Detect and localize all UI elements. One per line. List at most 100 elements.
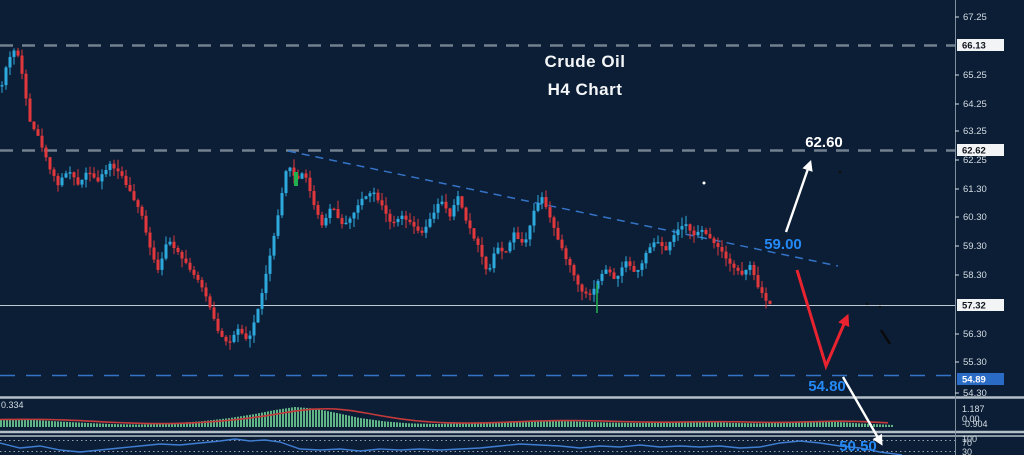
candle-body <box>280 193 284 216</box>
axis-tick-label[interactable]: 59.30 <box>963 241 987 252</box>
candle-body <box>516 232 520 239</box>
red-projection-arrow[interactable] <box>795 269 850 371</box>
macd-histogram-bar <box>561 421 563 427</box>
oscillator-line <box>0 438 903 455</box>
macd-histogram-bar <box>513 421 515 427</box>
candle-body <box>108 163 112 171</box>
candle-body <box>448 208 452 217</box>
axis-tick-label[interactable]: 55.30 <box>963 357 987 368</box>
macd-histogram-bar <box>567 421 569 427</box>
macd-histogram-bar <box>306 407 308 427</box>
macd-histogram-bar <box>603 422 605 427</box>
price-annotation-label[interactable]: 62.60 <box>805 134 843 151</box>
macd-histogram-bar <box>249 414 251 427</box>
macd-histogram-bar <box>39 420 41 427</box>
macd-histogram-bar <box>126 424 128 427</box>
candle-body <box>676 229 680 236</box>
price-annotation-label[interactable]: 50.50 <box>839 438 877 455</box>
macd-histogram-bar <box>279 409 281 427</box>
candle-body <box>272 235 276 256</box>
candle-body <box>764 293 768 301</box>
macd-histogram-bar <box>432 423 434 427</box>
macd-histogram-bar <box>672 422 674 427</box>
candle-body <box>624 261 628 268</box>
macd-histogram-bar <box>663 422 665 427</box>
macd-histogram-bar <box>210 420 212 427</box>
axis-tick-label[interactable]: 64.25 <box>963 99 987 110</box>
macd-histogram-bar <box>372 419 374 427</box>
candle-body <box>180 251 184 259</box>
candle-body <box>100 174 104 182</box>
axis-tick-label[interactable]: 67.25 <box>963 12 987 23</box>
macd-histogram-bar <box>396 422 398 427</box>
candle-body <box>548 207 552 218</box>
white-projection-arrow[interactable] <box>841 376 883 446</box>
macd-histogram-bar <box>450 423 452 427</box>
candle-body <box>664 246 668 251</box>
candle-body <box>120 171 124 176</box>
macd-histogram-bar <box>786 422 788 427</box>
candle-body <box>344 222 348 225</box>
macd-histogram-bar <box>654 422 656 427</box>
oscillator-axis-label: 100 <box>962 434 977 444</box>
candle-body <box>388 213 392 222</box>
price-annotation-label[interactable]: 54.80 <box>808 378 846 395</box>
macd-histogram-bar <box>90 423 92 427</box>
macd-histogram-bar <box>630 422 632 427</box>
macd-histogram-bar <box>192 421 194 427</box>
axis-tick-label[interactable]: 63.25 <box>963 126 987 137</box>
descending-trendline[interactable] <box>287 150 839 267</box>
axis-tick-label[interactable]: 62.25 <box>963 155 987 166</box>
macd-histogram-bar <box>36 420 38 427</box>
axis-tick-label[interactable]: 60.30 <box>963 212 987 223</box>
macd-histogram-bar <box>54 421 56 427</box>
candle-body <box>248 335 252 339</box>
axis-tick-label[interactable]: 58.30 <box>963 270 987 281</box>
white-projection-arrow[interactable] <box>784 159 813 233</box>
candle-body <box>396 218 400 223</box>
macd-histogram-bar <box>444 423 446 427</box>
macd-histogram-bar <box>582 421 584 427</box>
candle-body <box>60 177 64 186</box>
macd-histogram-bar <box>261 412 263 427</box>
macd-histogram-bar <box>726 422 728 427</box>
candle-body <box>136 200 140 207</box>
candle-body <box>712 238 716 244</box>
macd-histogram-bar <box>153 424 155 427</box>
axis-tick-label[interactable]: 65.25 <box>963 70 987 81</box>
macd-histogram-bar <box>270 410 272 427</box>
macd-histogram-bar <box>486 422 488 427</box>
candle-body <box>368 193 372 197</box>
macd-histogram-bar <box>108 423 110 427</box>
macd-histogram-bar <box>297 407 299 427</box>
macd-histogram-bar <box>237 416 239 427</box>
macd-histogram-bar <box>648 422 650 427</box>
candle-body <box>680 226 684 230</box>
candle-body <box>572 265 576 276</box>
macd-histogram-bar <box>216 419 218 427</box>
macd-histogram-bar <box>141 424 143 427</box>
macd-histogram-bar <box>27 419 29 427</box>
macd-histogram-bar <box>840 422 842 427</box>
axis-tick-label[interactable]: 61.30 <box>963 184 987 195</box>
axis-tick-label[interactable]: 54.30 <box>963 388 987 399</box>
candle-body <box>92 173 96 178</box>
candle-body <box>160 258 164 270</box>
candle-body <box>508 242 512 252</box>
candle-body <box>380 200 384 206</box>
macd-histogram-bar <box>501 421 503 427</box>
macd-histogram-bar <box>822 421 824 427</box>
candle-body <box>500 247 504 252</box>
macd-histogram-bar <box>420 423 422 427</box>
macd-histogram-bar <box>303 407 305 427</box>
candle-body <box>728 258 732 264</box>
axis-tick-label[interactable]: 56.30 <box>963 329 987 340</box>
macd-histogram-bar <box>816 421 818 427</box>
macd-histogram-bar <box>333 412 335 427</box>
candle-body <box>608 269 612 273</box>
macd-histogram-bar <box>606 422 608 427</box>
candle-body <box>668 241 672 251</box>
candle-body <box>600 273 604 281</box>
price-annotation-label[interactable]: 59.00 <box>764 236 802 253</box>
